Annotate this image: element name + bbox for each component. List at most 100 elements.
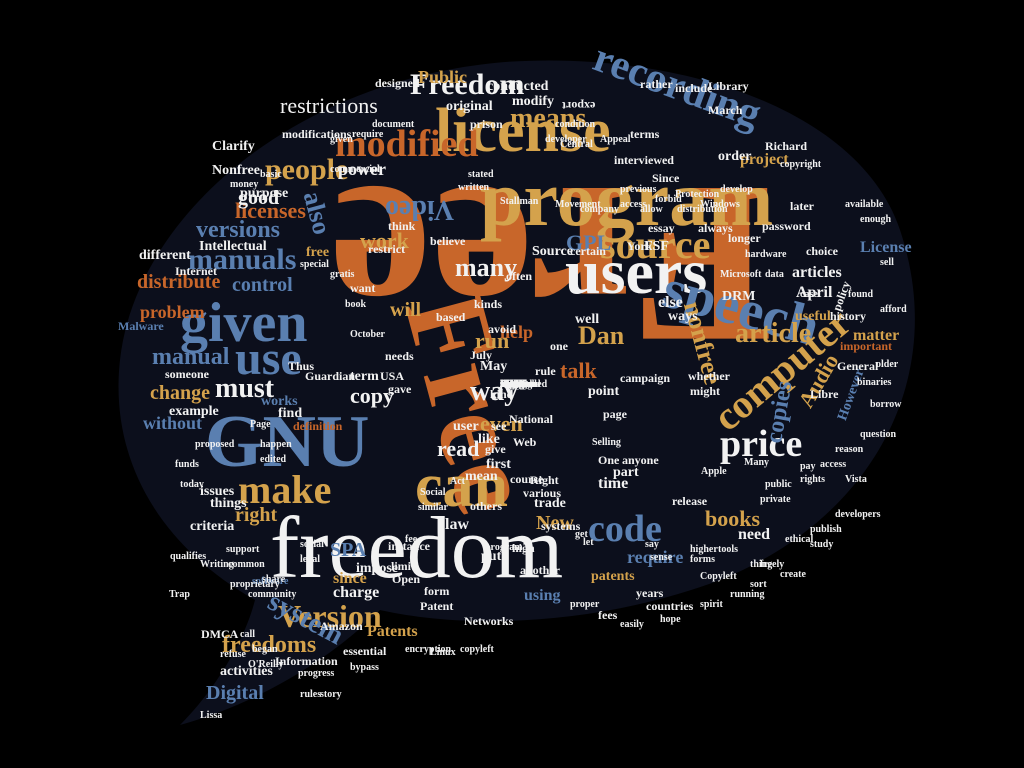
word-cloud-word: License [860, 239, 912, 256]
word-cloud-word: work [360, 228, 409, 253]
word-cloud-word: condition [555, 119, 596, 130]
word-cloud-word: Selling [592, 437, 621, 448]
word-cloud-word: instance [388, 539, 430, 553]
word-cloud-word: support [226, 544, 260, 555]
word-cloud-word: though [500, 379, 531, 390]
word-cloud-word: say [645, 539, 659, 550]
word-cloud-word: part [613, 465, 639, 480]
word-cloud-word: wrong [500, 379, 528, 390]
word-cloud-word: binaries [857, 377, 892, 388]
word-cloud-word: edited [260, 454, 287, 465]
word-cloud-word: freed [500, 379, 523, 390]
word-cloud-word: Media [500, 379, 528, 390]
word-cloud-word: modified [335, 123, 479, 165]
word-cloud-word: company [580, 204, 619, 215]
word-cloud-word: sign [500, 379, 518, 390]
word-cloud-word: make [238, 467, 332, 512]
word-cloud-word: systems [541, 519, 581, 533]
word-cloud-word: National [509, 412, 554, 426]
word-cloud-word: copy [350, 383, 394, 408]
word-cloud-word: might [690, 384, 720, 398]
word-cloud-word: Rights [500, 379, 528, 390]
word-cloud-word: April [796, 284, 833, 301]
word-cloud-word: given [330, 134, 353, 145]
word-cloud-word: based [436, 310, 466, 324]
word-cloud-word: problem [140, 302, 205, 322]
word-cloud-word: Guardian [305, 369, 356, 383]
word-cloud-word: fees [598, 608, 618, 622]
word-cloud-word: case [800, 289, 818, 300]
word-cloud-word: Kindle [500, 379, 529, 390]
word-cloud-word: Dan [578, 321, 625, 350]
word-cloud-word: Protection [675, 189, 720, 200]
word-cloud-word: previous [620, 184, 657, 195]
word-cloud-word: special [300, 259, 329, 270]
word-cloud-word: forms [690, 554, 715, 565]
word-cloud-word: given [180, 292, 308, 354]
word-cloud-word: since [333, 570, 367, 587]
word-cloud-word: restrict [368, 242, 406, 256]
word-cloud-word: call [240, 629, 255, 640]
word-cloud-word: written [458, 182, 490, 193]
word-cloud-word: original [446, 99, 493, 114]
word-cloud-word: access [620, 199, 647, 210]
word-cloud-word: Intellectual [199, 239, 267, 254]
word-cloud-word: borrow [870, 399, 902, 410]
word-cloud-word: similar [418, 502, 448, 513]
word-cloud-word: freedom [270, 500, 564, 597]
word-cloud-word: Movement [555, 199, 601, 210]
word-cloud-word: impose [356, 561, 398, 576]
word-cloud-word: One [598, 453, 620, 467]
word-cloud-word: need [738, 526, 770, 543]
word-cloud-word: York [627, 239, 653, 253]
word-cloud-word: Right [530, 473, 559, 487]
word-cloud-word: program [480, 155, 774, 242]
word-cloud-word: commercial [330, 164, 380, 175]
word-cloud-word: time [598, 475, 629, 492]
word-cloud-word: Freedom [410, 68, 525, 101]
word-cloud-word: stated [468, 169, 494, 180]
word-cloud-word: Clarify [212, 139, 255, 154]
word-cloud-word: Vista [845, 474, 867, 485]
word-cloud-word: subtly [500, 379, 527, 390]
word-cloud-word: longer [728, 231, 761, 245]
word-cloud-word: copyleft [460, 644, 494, 655]
word-cloud-word: Amazon [320, 619, 363, 633]
word-cloud-word: change [150, 382, 210, 404]
word-cloud-word: Internet [175, 264, 217, 278]
word-cloud-word: July [470, 348, 493, 362]
word-cloud-word: user [453, 419, 479, 434]
word-cloud-word: interviewed [614, 153, 674, 167]
word-cloud-word: thing [750, 559, 773, 570]
word-cloud-word: way [470, 376, 519, 407]
word-cloud-word: Malware [118, 319, 164, 333]
word-cloud-word: making [500, 379, 533, 390]
word-cloud-word: first [486, 457, 511, 472]
word-cloud-word: free [306, 245, 330, 260]
word-cloud-word: well [575, 312, 600, 327]
word-cloud-word: manual [152, 344, 230, 370]
word-cloud-word: kind [490, 387, 514, 401]
word-cloud-word: Public [418, 67, 468, 87]
word-cloud-word: freedoms [222, 632, 317, 658]
word-cloud-word: May [480, 359, 508, 374]
word-cloud-word: Digital [206, 682, 264, 704]
word-cloud-word: gave [388, 382, 412, 396]
word-cloud-word: means [510, 103, 587, 134]
word-cloud-word: articles [792, 264, 842, 281]
word-cloud-word: password [762, 219, 811, 233]
word-cloud-word: Information [275, 654, 338, 668]
word-cloud-word: mean [465, 469, 498, 484]
word-cloud-word: people [265, 153, 349, 186]
word-cloud-word: trade [534, 496, 566, 511]
word-cloud-word: sort [750, 579, 767, 590]
word-cloud-word: read [437, 436, 480, 461]
word-cloud-word: Central [560, 139, 593, 150]
word-cloud-word: please [500, 379, 527, 390]
word-cloud-word: Act [450, 476, 465, 487]
word-cloud-word: often [506, 269, 532, 283]
word-cloud-word: terms [630, 127, 660, 141]
word-cloud-word: document [372, 119, 415, 130]
word-cloud-word: give [485, 442, 506, 456]
